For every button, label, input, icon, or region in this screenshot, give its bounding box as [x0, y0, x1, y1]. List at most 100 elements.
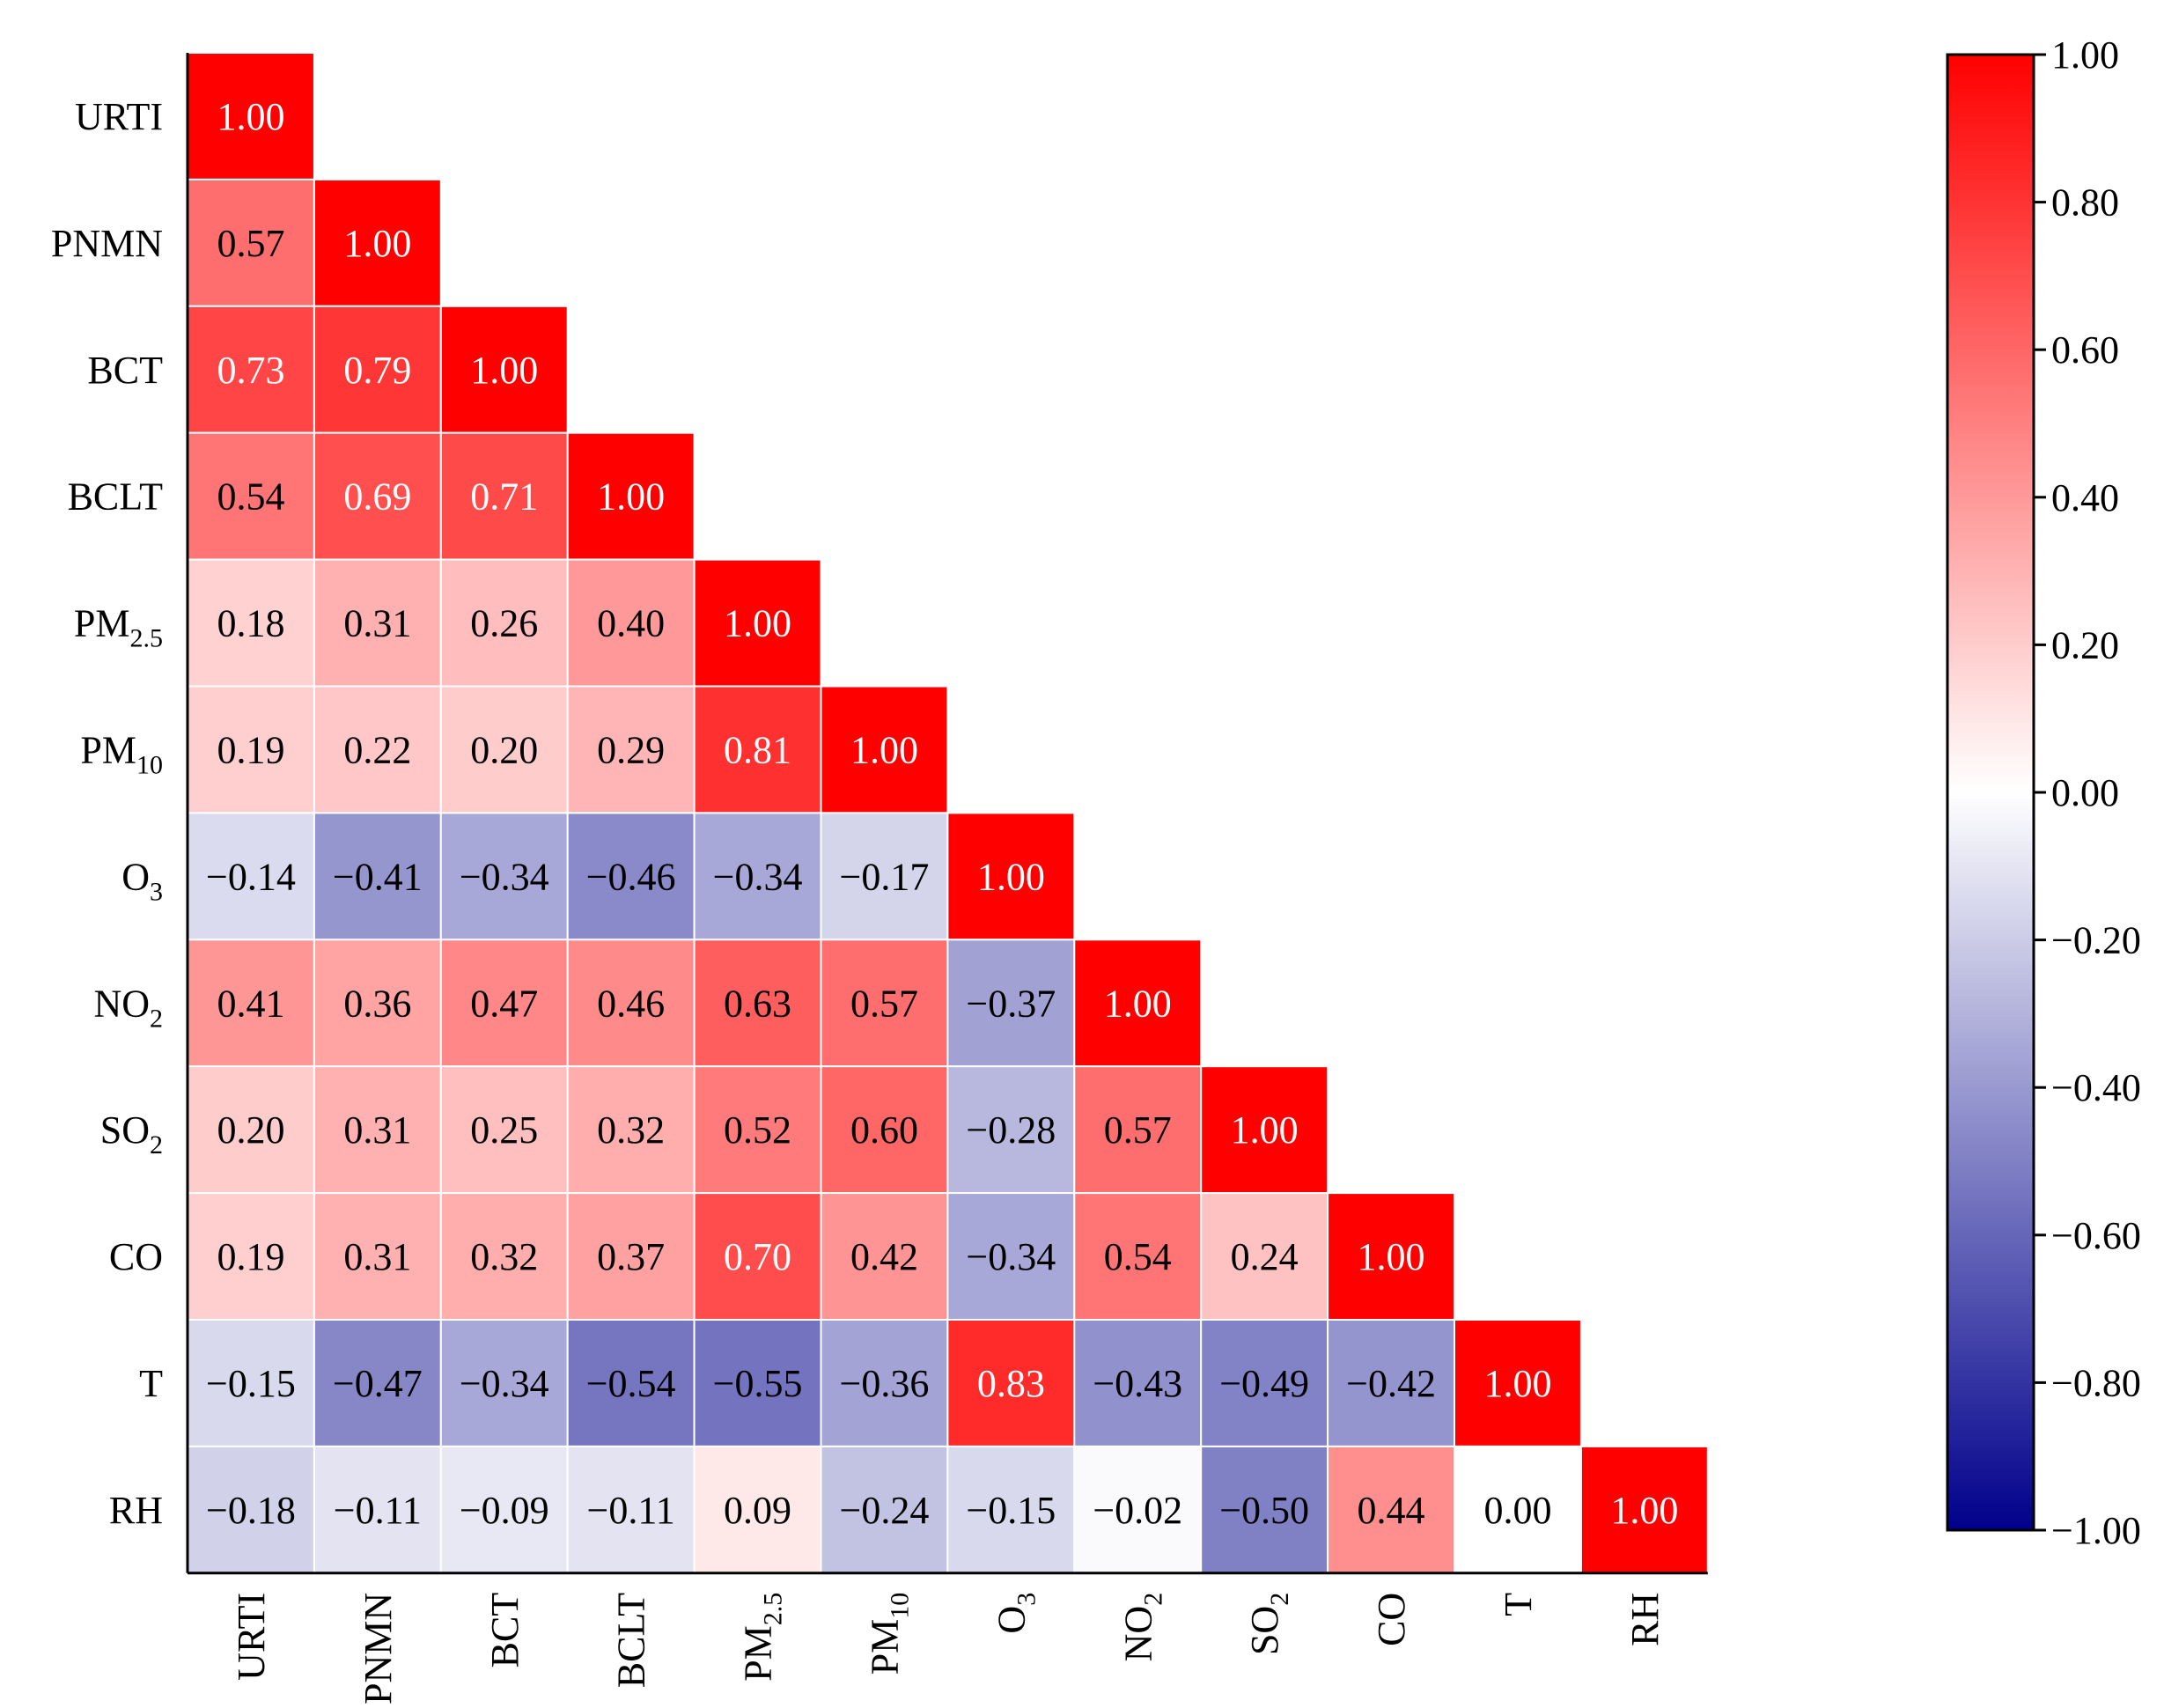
heatmap-cell: −0.34 — [946, 1192, 1076, 1321]
tick-label-o3: O3 — [121, 855, 163, 906]
heatmap-cell-rect — [1073, 1192, 1203, 1321]
heatmap-cell: 0.83 — [946, 1319, 1076, 1447]
heatmap-cell-value: 0.29 — [597, 728, 665, 771]
heatmap-cell: 0.70 — [693, 1192, 822, 1321]
heatmap-cell-value: 0.41 — [217, 982, 284, 1025]
heatmap-cell-value: 0.81 — [724, 728, 791, 771]
tick-label-bclt: BCLT — [68, 475, 164, 519]
heatmap-cell-rect — [1200, 1319, 1329, 1447]
heatmap-cell-value: 0.83 — [977, 1362, 1045, 1405]
tick-label-o3: O3 — [990, 1593, 1041, 1634]
colorbar: 1.00 0.80 0.60 0.40 0.20 0.00 −0.20 −0.40 −0.60 −… — [1946, 33, 2141, 1552]
heatmap-cell-value: 0.32 — [597, 1108, 665, 1152]
tick-label-t: T — [139, 1362, 163, 1405]
heatmap-cell-value: −0.18 — [206, 1489, 296, 1532]
heatmap-cell-rect — [946, 939, 1076, 1068]
colorbar-tick-label: −0.40 — [2051, 1066, 2141, 1109]
heatmap-cell-value: 0.44 — [1358, 1489, 1425, 1532]
heatmap-cell: −0.15 — [946, 1445, 1076, 1574]
heatmap-cell-value: 0.37 — [597, 1235, 665, 1278]
heatmap-cell-rect — [566, 1192, 696, 1321]
heatmap-cell-value: −0.17 — [840, 855, 930, 898]
colorbar-tick-label: −0.20 — [2051, 919, 2141, 962]
heatmap-cell-rect — [693, 558, 822, 688]
heatmap-cell-value: 0.18 — [217, 602, 284, 645]
heatmap-cell: −0.18 — [187, 1445, 315, 1574]
heatmap-cell-rect — [187, 1192, 315, 1321]
heatmap-cell-rect — [1200, 1065, 1329, 1195]
heatmap-cell-value: 1.00 — [1231, 1108, 1299, 1152]
heatmap-cell-value: 1.00 — [1358, 1235, 1425, 1278]
heatmap-cell-rect — [1327, 1445, 1455, 1574]
heatmap-cell-value: 0.19 — [217, 728, 284, 771]
heatmap-cell: 0.25 — [439, 1065, 569, 1195]
heatmap-cell: 0.36 — [313, 939, 442, 1068]
heatmap-cell: 0.71 — [439, 431, 569, 561]
heatmap-cell-rect — [187, 305, 315, 434]
heatmap-cell-value: 0.63 — [724, 982, 791, 1025]
heatmap-cell-rect — [1454, 1445, 1582, 1574]
heatmap-cell-rect — [313, 1065, 442, 1195]
heatmap-cell: 1.00 — [1327, 1192, 1455, 1321]
heatmap-cell: 0.09 — [693, 1445, 822, 1574]
heatmap-cell: 0.57 — [820, 939, 949, 1068]
heatmap-cell-value: −0.49 — [1219, 1362, 1309, 1405]
tick-label-no2: NO2 — [93, 982, 163, 1033]
heatmap-cell-value: 1.00 — [850, 728, 918, 771]
colorbar-tick-label: −1.00 — [2051, 1509, 2141, 1552]
heatmap-cell-value: 0.47 — [470, 982, 538, 1025]
heatmap-cell-rect — [1579, 1445, 1709, 1574]
heatmap-cell-value: 0.32 — [470, 1235, 538, 1278]
heatmap-cell: 0.41 — [187, 939, 315, 1068]
heatmap-cell-value: 0.57 — [1104, 1108, 1172, 1152]
heatmap-cell-rect — [439, 685, 569, 814]
heatmap-cell: 0.32 — [439, 1192, 569, 1321]
heatmap-cell-rect — [187, 812, 315, 941]
heatmap-cell: 0.19 — [187, 685, 315, 814]
heatmap-cell-rect — [439, 939, 569, 1068]
heatmap-cell-value: −0.34 — [460, 855, 549, 898]
heatmap-cell-rect — [1454, 1319, 1582, 1447]
heatmap-cell: 1.00 — [1579, 1445, 1709, 1574]
heatmap-cell-rect — [566, 558, 696, 688]
heatmap-cell-value: 1.00 — [1610, 1489, 1678, 1532]
colorbar-tick-label: 0.80 — [2051, 181, 2119, 225]
heatmap-cell-value: 0.57 — [217, 222, 284, 265]
heatmap-cell-rect — [693, 1192, 822, 1321]
heatmap-cell-rect — [566, 685, 696, 814]
heatmap-cell-rect — [1073, 939, 1203, 1068]
heatmap-cell-value: 0.36 — [343, 982, 411, 1025]
heatmap-cell: 0.31 — [313, 1192, 442, 1321]
heatmap-cell: −0.42 — [1327, 1319, 1455, 1447]
heatmap-cell: 0.24 — [1200, 1192, 1329, 1321]
heatmap-cell-value: 1.00 — [343, 222, 411, 265]
heatmap-cell-value: −0.41 — [333, 855, 423, 898]
tick-label-rh: RH — [1623, 1593, 1667, 1646]
colorbar-tick-label: 1.00 — [2051, 33, 2119, 77]
heatmap-cell-rect — [820, 812, 949, 941]
heatmap-cell-value: 0.22 — [343, 728, 411, 771]
heatmap-cell-rect — [313, 812, 442, 941]
heatmap-cell: 0.69 — [313, 431, 442, 561]
heatmap-cell-rect — [187, 1065, 315, 1195]
heatmap-cell-value: −0.36 — [840, 1362, 930, 1405]
heatmap-cell-value: 0.25 — [470, 1108, 538, 1152]
heatmap-cell: 0.32 — [566, 1065, 696, 1195]
heatmap-cell-value: 0.71 — [470, 475, 538, 519]
heatmap-cell: −0.09 — [439, 1445, 569, 1574]
heatmap-cell: −0.14 — [187, 812, 315, 941]
heatmap-cell-value: −0.34 — [966, 1235, 1056, 1278]
heatmap-cell-value: 1.00 — [1483, 1362, 1551, 1405]
heatmap-cell-value: 0.24 — [1231, 1235, 1299, 1278]
heatmap-cell: 0.44 — [1327, 1445, 1455, 1574]
heatmap-cell: −0.55 — [693, 1319, 822, 1447]
heatmap-cell: −0.11 — [566, 1445, 696, 1574]
heatmap-cell: 1.00 — [313, 178, 442, 307]
heatmap-cell: −0.54 — [566, 1319, 696, 1447]
tick-label-pm10: PM10 — [80, 728, 163, 779]
heatmap-cell-value: 1.00 — [1104, 982, 1172, 1025]
heatmap-cell-rect — [820, 1319, 949, 1447]
tick-label-pm10: PM10 — [863, 1593, 914, 1675]
heatmap-cell: 1.00 — [1073, 939, 1203, 1068]
